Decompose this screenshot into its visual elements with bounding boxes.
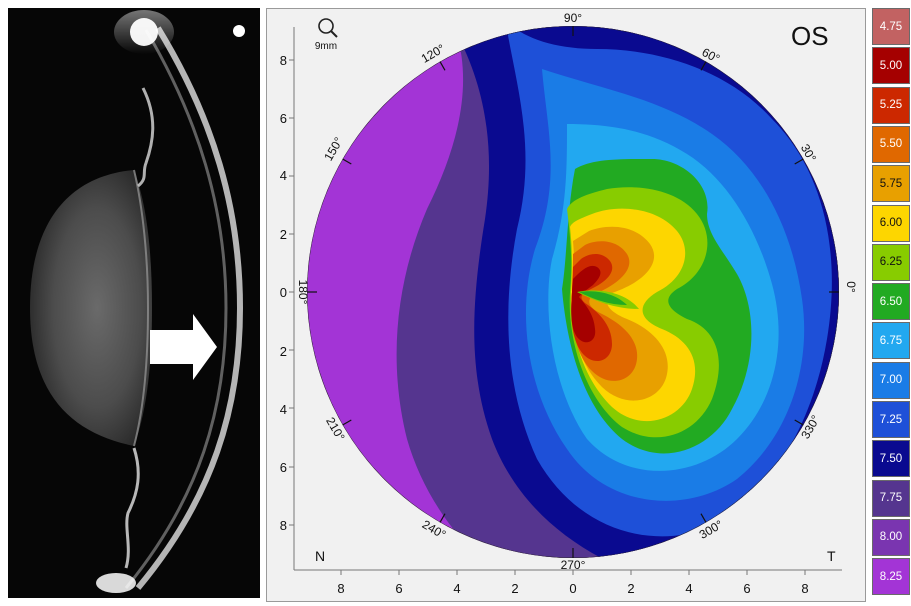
scale-label: 9mm	[315, 41, 337, 52]
topography-map: 90° 60° 30° 0° 330° 300° 270° 240° 210° …	[280, 11, 858, 596]
legend-entry: 6.75	[872, 322, 910, 360]
reference-dot	[233, 25, 245, 37]
y-tick-label: 2	[280, 227, 287, 242]
x-tick-label: 2	[511, 581, 518, 596]
y-tick-label: 4	[280, 402, 287, 417]
curvature-legend: 4.75 5.00 5.25 5.50 5.75 6.00 6.25 6.50 6.75 7.00…	[872, 8, 911, 602]
x-tick-label: 2	[627, 581, 634, 596]
angle-label-0: 0°	[844, 281, 858, 293]
nasal-label: N	[315, 548, 325, 564]
x-tick-label: 0	[569, 581, 576, 596]
angle-ticks	[307, 26, 839, 558]
y-tick-label: 8	[280, 518, 287, 533]
legend-entry: 5.25	[872, 86, 910, 124]
legend-entry: 5.00	[872, 47, 910, 85]
legend-entry: 7.75	[872, 479, 910, 517]
eye-label: OS	[791, 21, 829, 51]
angle-label-90: 90°	[564, 11, 582, 25]
y-tick-label: 2	[280, 344, 287, 359]
legend-entry: 5.50	[872, 125, 910, 163]
legend-entry: 6.00	[872, 204, 910, 242]
y-tick-label: 6	[280, 460, 287, 475]
y-tick-label: 4	[280, 168, 287, 183]
curvature-contours	[307, 26, 839, 558]
x-tick-label: 6	[395, 581, 402, 596]
scheimpflug-drawing	[8, 8, 260, 598]
x-tick-label: 6	[743, 581, 750, 596]
legend-entry: 5.75	[872, 165, 910, 203]
legend-entry: 8.25	[872, 558, 910, 596]
cornea-arc	[135, 26, 244, 590]
legend-entry: 6.25	[872, 243, 910, 281]
y-tick-label: 6	[280, 111, 287, 126]
legend-entry: 8.00	[872, 518, 910, 556]
x-tick-label: 8	[337, 581, 344, 596]
legend-entry: 7.50	[872, 440, 910, 478]
scheimpflug-image	[8, 8, 260, 598]
angle-label-270: 270°	[561, 558, 586, 572]
topography-map-panel: 90° 60° 30° 0° 330° 300° 270° 240° 210° …	[266, 8, 866, 602]
legend-entry: 7.25	[872, 401, 910, 438]
x-tick-label: 8	[801, 581, 808, 596]
legend-entry: 6.50	[872, 283, 910, 321]
x-tick-label: 4	[685, 581, 692, 596]
lens-shape	[30, 170, 152, 446]
magnifier-icon[interactable]	[318, 18, 338, 38]
legend-entry: 7.00	[872, 361, 910, 399]
arrow-right-icon	[150, 314, 217, 380]
y-tick-label: 0	[280, 285, 287, 300]
angle-label-150: 150°	[321, 135, 346, 164]
x-tick-label: 4	[453, 581, 460, 596]
angle-label-180: 180°	[296, 280, 310, 305]
y-tick-label: 8	[280, 53, 287, 68]
legend-entry: 4.75	[872, 8, 910, 45]
temporal-label: T	[827, 548, 836, 564]
